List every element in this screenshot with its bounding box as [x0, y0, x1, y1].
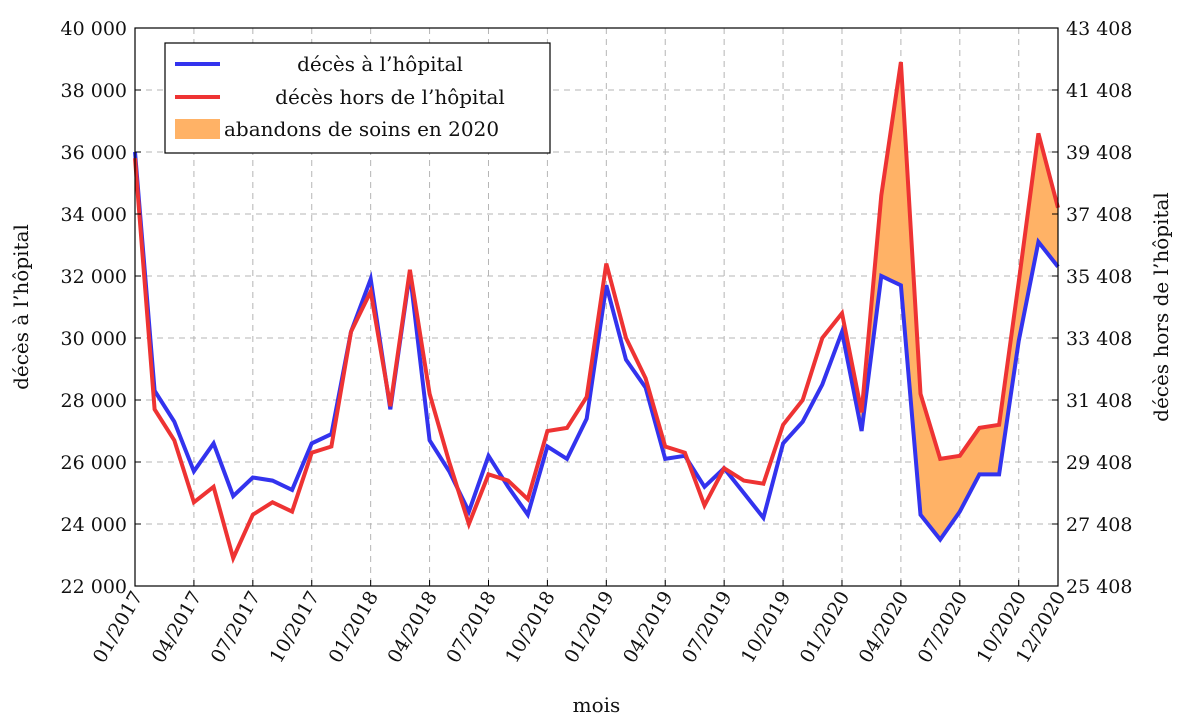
y-right-tick-label: 29 408 — [1066, 452, 1132, 474]
x-tick-label: 10/2019 — [737, 588, 796, 667]
y-tick-label: 38 000 — [61, 80, 127, 102]
y-right-tick-label: 41 408 — [1066, 80, 1132, 102]
right-axis-ticks: 25 408 27 408 29 408 31 408 33 408 35 408 37 4… — [1052, 18, 1132, 598]
x-axis-title: mois — [573, 693, 621, 717]
y-right-tick-label: 25 408 — [1066, 576, 1132, 598]
x-tick-label: 01/2017 — [89, 588, 148, 667]
y-right-tick-label: 39 408 — [1066, 142, 1132, 164]
y-right-tick-label: 33 408 — [1066, 328, 1132, 350]
y-right-tick-label: 37 408 — [1066, 204, 1132, 226]
plot-frame — [134, 27, 1059, 587]
left-axis-title: décès à l’hôpital — [9, 224, 33, 390]
x-tick-label: 10/2018 — [501, 588, 560, 667]
y-tick-label: 40 000 — [61, 18, 127, 40]
y-tick-label: 22 000 — [61, 576, 127, 598]
right-axis-title: décès hors de l’hôpital — [1149, 192, 1173, 422]
legend-swatch-fill — [175, 119, 220, 139]
y-tick-label: 30 000 — [61, 328, 127, 350]
legend-label-outside: décès hors de l’hôpital — [275, 85, 505, 109]
x-tick-label: 07/2017 — [207, 588, 266, 667]
series-line-hospital — [133, 151, 1060, 543]
y-tick-label: 34 000 — [61, 204, 127, 226]
series-line-outside — [133, 61, 1060, 564]
x-tick-label: 01/2018 — [324, 588, 383, 667]
y-right-tick-label: 43 408 — [1066, 18, 1132, 40]
x-tick-label: 07/2019 — [678, 588, 737, 667]
legend-label-fill: abandons de soins en 2020 — [224, 117, 499, 141]
y-tick-label: 26 000 — [61, 452, 127, 474]
y-right-tick-label: 27 408 — [1066, 514, 1132, 536]
x-axis-ticks: 01/2017 04/2017 07/2017 10/2017 01/2018 04/20… — [89, 580, 1070, 667]
x-tick-label: 04/2019 — [619, 588, 678, 667]
y-tick-label: 28 000 — [61, 390, 127, 412]
y-tick-label: 24 000 — [61, 514, 127, 536]
x-tick-label: 04/2018 — [383, 588, 442, 667]
legend-box — [164, 42, 551, 154]
x-tick-label: 01/2020 — [796, 588, 855, 667]
legend: décès à l’hôpital décès hors de l’hôpita… — [164, 42, 551, 154]
y-right-tick-label: 31 408 — [1066, 390, 1132, 412]
fill-area-2020 — [842, 62, 1058, 540]
y-right-tick-label: 35 408 — [1066, 266, 1132, 288]
y-tick-label: 36 000 — [61, 142, 127, 164]
legend-label-hospital: décès à l’hôpital — [297, 52, 463, 76]
x-tick-label: 04/2017 — [148, 588, 207, 667]
x-tick-label: 07/2020 — [914, 588, 973, 667]
left-axis-ticks: 22 000 24 000 26 000 28 000 30 000 32 000 34 0… — [61, 18, 141, 598]
x-tick-label: 01/2019 — [560, 588, 619, 667]
y-tick-label: 32 000 — [61, 266, 127, 288]
lines-layer — [133, 61, 1060, 564]
x-tick-label: 04/2020 — [855, 588, 914, 667]
fill-layer — [842, 62, 1058, 540]
x-tick-label: 10/2017 — [266, 588, 325, 667]
x-tick-label: 07/2018 — [442, 588, 501, 667]
